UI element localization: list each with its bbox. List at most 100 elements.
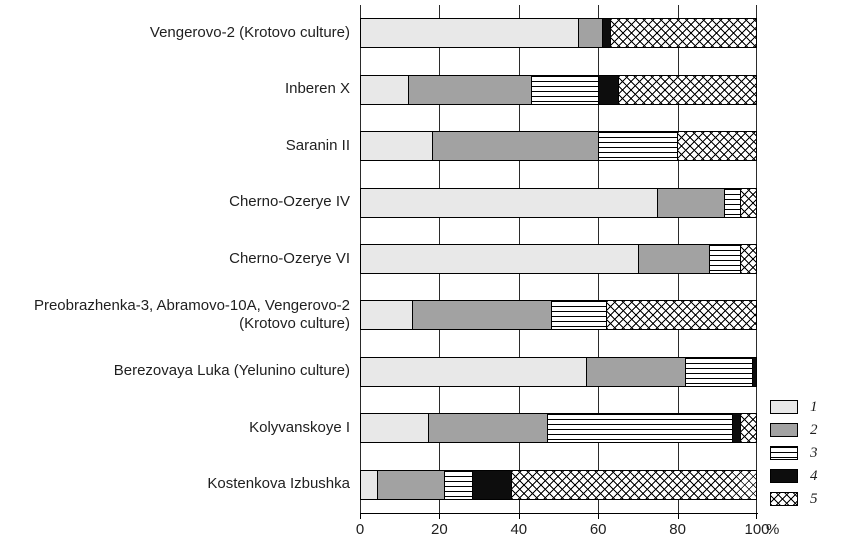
bar-segment-series-1	[361, 244, 638, 273]
bar-segment-series-2	[412, 301, 551, 330]
stacked-bar	[360, 356, 757, 387]
bar-segment-series-5	[605, 301, 756, 330]
axis-tick	[677, 514, 679, 519]
bar-segment-series-3	[530, 75, 598, 104]
bar-segment-series-2	[408, 75, 531, 104]
category-label: Kolyvanskoye I	[249, 418, 350, 436]
axis-tick	[360, 514, 361, 519]
category-label: Saranin II	[285, 136, 350, 154]
bar-segment-series-2	[586, 357, 685, 386]
bar-segment-series-2	[578, 19, 602, 48]
axis-tick-label: 80	[669, 521, 686, 538]
bar-segment-series-2	[432, 132, 598, 161]
bar-segment-series-5	[617, 75, 756, 104]
axis-tick-label: 100	[744, 521, 770, 538]
bar-row: Kostenkova Izbushka	[0, 457, 757, 513]
stacked-bar	[360, 413, 757, 444]
legend-item: 1	[770, 399, 818, 415]
axis-tick	[756, 514, 757, 519]
bar-segment-series-3	[550, 301, 606, 330]
stacked-bar	[360, 18, 757, 49]
category-label: Berezovaya Luka (Yelunino culture)	[113, 362, 350, 380]
legend-item: 2	[770, 422, 818, 438]
legend-label: 5	[810, 490, 818, 507]
legend-swatch-3	[770, 446, 798, 460]
bar-row: Saranin II	[0, 118, 757, 174]
axis-tick-label: 0	[355, 521, 365, 538]
stacked-bar	[360, 131, 757, 162]
bar-segment-series-3	[724, 188, 741, 217]
bar-row: Cherno-Ozerye IV	[0, 174, 757, 230]
legend-label: 1	[810, 398, 818, 415]
bar-segment-series-5	[740, 414, 756, 443]
axis-tick	[598, 514, 600, 519]
category-label: Preobrazhenka-3, Abramovo-10A, Vengerovo…	[33, 296, 350, 333]
stacked-bar	[360, 74, 757, 105]
stacked-bar	[360, 300, 757, 331]
bar-row: Preobrazhenka-3, Abramovo-10A, Vengerovo…	[0, 287, 757, 343]
bar-segment-series-4	[601, 19, 610, 48]
legend-swatch-1	[770, 400, 798, 414]
bar-segment-series-1	[361, 357, 587, 386]
x-axis-labels: 0 20 40 60 80 100	[356, 521, 770, 541]
bar-segment-series-5	[609, 19, 756, 48]
bar-segment-series-5	[740, 244, 756, 273]
bar-segment-series-2	[637, 244, 709, 273]
bar-row: Cherno-Ozerye VI	[0, 231, 757, 287]
stacked-bar	[360, 469, 757, 500]
bar-segment-series-3	[546, 414, 733, 443]
legend-item: 3	[770, 445, 818, 461]
bar-segment-series-2	[376, 470, 444, 499]
bar-segment-series-3	[597, 132, 677, 161]
bar-segment-series-4	[471, 470, 512, 499]
category-label: Kostenkova Izbushka	[207, 475, 350, 493]
legend-swatch-4	[770, 469, 798, 483]
bar-segment-series-2	[657, 188, 725, 217]
bar-segment-series-5	[740, 188, 756, 217]
legend-swatch-2	[770, 423, 798, 437]
stacked-bar	[360, 187, 757, 218]
bar-segment-series-4	[732, 414, 741, 443]
category-label: Vengerovo-2 (Krotovo culture)	[149, 23, 350, 41]
bar-segment-series-1	[361, 301, 413, 330]
legend-item: 4	[770, 468, 818, 484]
axis-tick	[518, 514, 520, 519]
bar-segment-series-1	[361, 75, 409, 104]
bar-segment-series-2	[428, 414, 547, 443]
bar-segment-series-1	[361, 19, 579, 48]
axis-tick-label: 20	[431, 521, 448, 538]
legend-label: 3	[810, 444, 818, 461]
bar-segment-series-3	[443, 470, 472, 499]
legend-label: 4	[810, 467, 818, 484]
category-label: Cherno-Ozerye IV	[229, 193, 350, 211]
legend: 1 2 3 4 5	[770, 399, 818, 514]
legend-label: 2	[810, 421, 818, 438]
category-label: Cherno-Ozerye VI	[229, 249, 350, 267]
bar-segment-series-1	[361, 188, 658, 217]
legend-item: 5	[770, 491, 818, 507]
bar-segment-series-1	[361, 414, 429, 443]
bar-segment-series-4	[752, 357, 756, 386]
bar-segment-series-3	[708, 244, 741, 273]
bar-row: Kolyvanskoye I	[0, 400, 757, 456]
bar-row: Berezovaya Luka (Yelunino culture)	[0, 344, 757, 400]
x-axis-line	[360, 513, 758, 514]
x-axis-ticks	[360, 514, 757, 520]
bar-segment-series-3	[684, 357, 753, 386]
bar-segment-series-5	[676, 132, 756, 161]
bar-segment-series-1	[361, 470, 377, 499]
axis-tick-label: 60	[589, 521, 607, 538]
bar-row: Inberen X	[0, 61, 757, 117]
category-label: Inberen X	[284, 80, 350, 98]
bar-row: Vengerovo-2 (Krotovo culture)	[0, 5, 757, 61]
bar-segment-series-5	[511, 470, 756, 499]
stacked-bar	[360, 243, 757, 274]
bar-segment-series-4	[597, 75, 618, 104]
rows: Vengerovo-2 (Krotovo culture) Inberen X Sa…	[0, 5, 757, 513]
axis-tick-label: 40	[510, 521, 528, 538]
axis-tick	[439, 514, 441, 519]
bar-segment-series-1	[361, 132, 433, 161]
legend-swatch-5	[770, 492, 798, 506]
x-axis-unit-label: %	[766, 521, 780, 538]
